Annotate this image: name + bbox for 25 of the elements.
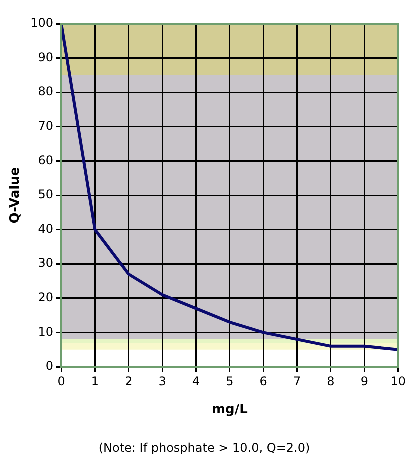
x-tick-label: 3 [158, 374, 166, 388]
x-tick-label: 5 [226, 374, 234, 388]
x-tick-label: 2 [125, 374, 133, 388]
text: (Note: If phosphate > 10.0, Q=2.0) [98, 441, 310, 455]
x-tick-label: 1 [91, 374, 100, 388]
y-tick-label: 60 [38, 153, 54, 168]
x-tick-label: 6 [260, 374, 268, 388]
x-tick-label: 7 [293, 374, 302, 388]
y-tick-label: 100 [30, 16, 54, 30]
x-tick-label: 0 [58, 374, 66, 388]
y-tick-label: 10 [38, 324, 54, 339]
y-tick-label: 50 [38, 188, 54, 202]
y-tick-label: 70 [38, 119, 54, 134]
x-tick-label: 8 [327, 374, 335, 388]
x-axis-title: mg/L [212, 402, 248, 418]
y-tick-label: 20 [38, 290, 54, 305]
y-tick-label: 30 [38, 256, 54, 270]
y-tick-label: 0 [46, 359, 54, 374]
y-tick-label: 80 [38, 84, 54, 99]
x-tick-label: 4 [192, 374, 200, 388]
y-tick-label: 90 [38, 50, 54, 64]
x-tick-label: 9 [360, 374, 368, 388]
y-axis-title: Q-Value [8, 167, 24, 224]
y-tick-label: 40 [38, 222, 54, 236]
x-tick-label: 10 [390, 374, 406, 388]
